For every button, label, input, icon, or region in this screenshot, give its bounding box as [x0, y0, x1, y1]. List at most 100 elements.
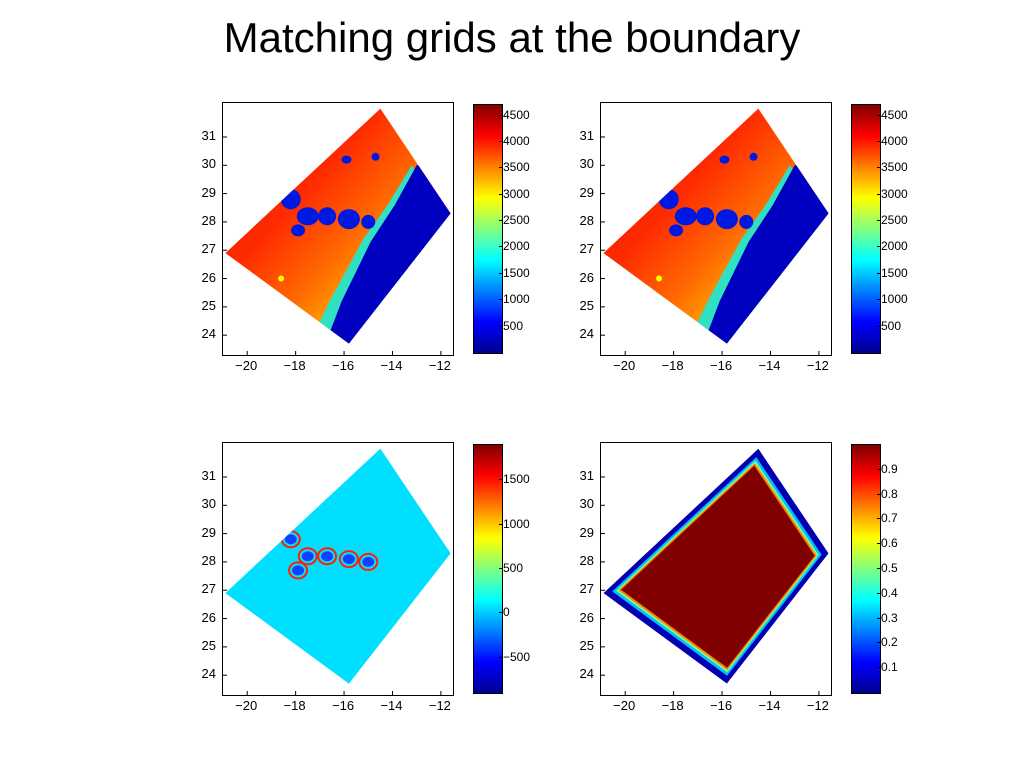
- island-shallow-1: [296, 207, 319, 226]
- slide-title: Matching grids at the boundary: [223, 14, 801, 61]
- island-shallow-4: [669, 224, 684, 237]
- colorbar-tick-label: 0.2: [881, 635, 898, 650]
- colorbar-tick-mark: [499, 479, 502, 481]
- heatmap-axes: [222, 102, 454, 356]
- colorbar-tick-mark: [877, 299, 880, 301]
- y-tick-label: 25: [579, 637, 594, 653]
- y-tick-label: 31: [201, 127, 216, 143]
- colorbar-tick-label: 500: [881, 318, 902, 333]
- colorbar: [473, 444, 503, 694]
- colorbar-tick-mark: [877, 167, 880, 169]
- y-tick-label: 30: [579, 496, 594, 512]
- x-tick-label: −20: [235, 698, 258, 713]
- island-shallow-6: [371, 152, 380, 161]
- x-tick-label: −14: [758, 358, 781, 373]
- colorbar-tick-mark: [877, 246, 880, 248]
- y-tick-label: 29: [201, 524, 216, 540]
- difference-ring-5: [358, 552, 379, 571]
- colorbar-tick-label: 4500: [881, 107, 908, 122]
- colorbar-tick-mark: [877, 592, 880, 594]
- difference-core-2: [321, 551, 334, 562]
- x-tick-label: −12: [428, 698, 451, 713]
- colorbar-tick-label: 1000: [881, 292, 908, 307]
- y-tick-label: 29: [201, 184, 216, 200]
- x-tick-label: −14: [380, 358, 403, 373]
- colorbar-tick-label: 2500: [503, 213, 530, 228]
- colorbar-tick-mark: [499, 523, 502, 525]
- heatmap-field: [225, 108, 451, 344]
- y-tick-label: 31: [579, 127, 594, 143]
- colorbar: [851, 104, 881, 354]
- colorbar-tick-label: 0.1: [881, 660, 898, 675]
- colorbar-tick-label: 3500: [881, 160, 908, 175]
- difference-field: [225, 448, 451, 684]
- x-tick-label: −16: [332, 358, 355, 373]
- colorbar-tick-mark: [499, 272, 502, 274]
- y-tick-label: 29: [579, 524, 594, 540]
- difference-core-1: [301, 551, 314, 562]
- y-tick-label: 24: [201, 326, 216, 342]
- colorbar-tick-label: 0.5: [881, 561, 898, 575]
- colorbar-tick-mark: [499, 325, 502, 327]
- colorbar-tick-label: −500: [503, 649, 531, 664]
- heatmap-plot: [223, 448, 451, 695]
- colorbar-tick-mark: [499, 568, 502, 569]
- colorbar-tick-label: 0.6: [881, 536, 898, 551]
- y-tick-label: 28: [579, 552, 594, 568]
- colorbar-tick-mark: [499, 299, 502, 301]
- heatmap-axes: [600, 102, 832, 356]
- y-tick-label: 26: [201, 269, 216, 285]
- y-tick-label: 30: [579, 156, 594, 172]
- colorbar-tick-label: 4500: [503, 107, 530, 122]
- heatmap-field: [603, 448, 829, 684]
- y-tick-label: 28: [201, 552, 216, 568]
- x-tick-label: −18: [283, 698, 306, 713]
- colorbar-tick-label: 3000: [503, 186, 530, 201]
- heatmap-axes: [600, 442, 832, 696]
- heatmap-plot: [601, 108, 829, 355]
- y-tick-label: 28: [201, 212, 216, 228]
- island-shallow-2: [318, 207, 337, 226]
- colorbar-tick-mark: [877, 140, 880, 142]
- y-tick-label: 30: [201, 156, 216, 172]
- island-shallow-0: [658, 189, 679, 210]
- heatmap-axes: [222, 442, 454, 696]
- colorbar-tick-mark: [499, 140, 502, 142]
- x-tick-label: −20: [613, 358, 636, 373]
- y-tick-label: 24: [579, 326, 594, 342]
- heatmap-plot: [601, 448, 829, 695]
- colorbar-tick-label: 0.4: [881, 585, 898, 600]
- x-tick-label: −14: [758, 698, 781, 713]
- heatmap-plot: [223, 108, 451, 355]
- colorbar-tick-mark: [877, 325, 880, 327]
- x-tick-label: −20: [613, 698, 636, 713]
- colorbar: [473, 104, 503, 354]
- heatmap-field: [225, 448, 451, 684]
- colorbar-tick-label: 500: [503, 318, 524, 333]
- y-tick-label: 27: [579, 241, 594, 257]
- colorbar-tick-label: 4000: [503, 133, 530, 148]
- colorbar-tick-label: 1000: [503, 292, 530, 307]
- x-tick-label: −18: [283, 358, 306, 373]
- island-shallow-5: [341, 155, 352, 164]
- colorbar-tick-mark: [877, 543, 880, 545]
- colorbar-tick-label: 0: [503, 605, 510, 620]
- x-tick-label: −18: [661, 358, 684, 373]
- y-tick-label: 29: [579, 184, 594, 200]
- island-shallow-7: [361, 214, 376, 229]
- colorbar-tick-label: 2000: [881, 239, 908, 254]
- island-shallow-0: [280, 189, 301, 210]
- x-tick-label: −16: [710, 698, 733, 713]
- y-tick-label: 26: [201, 609, 216, 625]
- island-shallow-3: [715, 209, 738, 230]
- colorbar-tick-label: 3000: [881, 186, 908, 201]
- colorbar-tick-mark: [499, 114, 502, 116]
- colorbar-tick-mark: [499, 193, 502, 195]
- colorbar-tick-label: 0.3: [881, 610, 898, 625]
- colorbar-tick-label: 3500: [503, 160, 530, 175]
- colorbar-tick-mark: [877, 518, 880, 520]
- x-tick-label: −14: [380, 698, 403, 713]
- island-shallow-7: [739, 214, 754, 229]
- difference-ring-2: [317, 547, 338, 566]
- difference-core-3: [342, 554, 355, 565]
